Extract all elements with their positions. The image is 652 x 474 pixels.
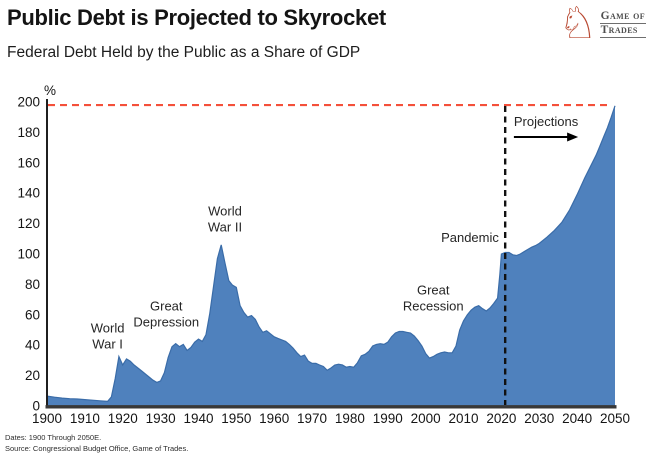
chart-subtitle: Federal Debt Held by the Public as a Sha…: [7, 44, 361, 61]
x-tick-label: 2020: [486, 411, 516, 426]
y-axis-tick-labels: 0 20 40 60 80 100 120 140 160 180 200: [17, 95, 40, 414]
x-tick-label: 1900: [32, 411, 62, 426]
y-tick-label: 120: [17, 216, 40, 231]
brand-logo: ♘ Game of Trades: [558, 2, 646, 46]
x-tick-label: 1910: [70, 411, 100, 426]
x-tick-label: 2030: [524, 411, 554, 426]
debt-area-series: [47, 105, 615, 407]
y-axis-unit-label: %: [44, 83, 56, 98]
x-tick-label: 1920: [108, 411, 138, 426]
y-tick-label: 100: [17, 247, 40, 262]
annotation-great-recession: Great Recession: [403, 283, 464, 314]
projections-arrow-icon: [513, 132, 579, 142]
y-tick-label: 60: [25, 307, 40, 322]
chart-footnotes: Dates: 1900 Through 2050E. Source: Congr…: [5, 432, 188, 454]
brand-name-line1: Game of: [599, 10, 646, 24]
x-tick-label: 1940: [183, 411, 213, 426]
y-tick-label: 180: [17, 125, 40, 140]
y-tick-label: 160: [17, 155, 40, 170]
debt-area-edge: [46, 105, 616, 403]
x-tick-label: 1980: [335, 411, 365, 426]
annotation-great-depression: Great Depression: [133, 299, 199, 330]
x-axis-tick-labels: 1900 1910 1920 1930 1940 1950 1960 1970 1980 1990…: [32, 411, 630, 426]
dates-note: Dates: 1900 Through 2050E.: [5, 433, 102, 442]
brand-name-line2: Trades: [599, 24, 646, 38]
x-tick-label: 1960: [259, 411, 289, 426]
x-tick-label: 1930: [146, 411, 176, 426]
y-tick-label: 200: [17, 95, 40, 110]
y-tick-label: 20: [25, 368, 40, 383]
x-tick-label: 2010: [449, 411, 479, 426]
brand-wordmark: Game of Trades: [599, 10, 646, 38]
x-tick-label: 1990: [373, 411, 403, 426]
y-tick-label: 140: [17, 186, 40, 201]
y-tick-label: 0: [32, 399, 40, 414]
y-tick-label: 80: [25, 277, 40, 292]
source-note: Source: Congressional Budget Office, Gam…: [5, 444, 189, 453]
annotation-world-war-1: World War I: [91, 321, 125, 352]
x-tick-label: 1950: [221, 411, 251, 426]
knight-chess-icon: ♘: [558, 0, 598, 49]
page-title: Public Debt is Projected to Skyrocket: [7, 5, 386, 30]
x-tick-label: 2040: [562, 411, 592, 426]
y-tick-label: 40: [25, 338, 40, 353]
x-tick-label: 2000: [411, 411, 441, 426]
annotation-projections: Projections: [514, 114, 579, 129]
x-tick-label: 2050: [600, 411, 630, 426]
annotation-pandemic: Pandemic: [441, 230, 499, 245]
annotation-world-war-2: World War II: [208, 204, 242, 235]
x-tick-label: 1970: [297, 411, 327, 426]
